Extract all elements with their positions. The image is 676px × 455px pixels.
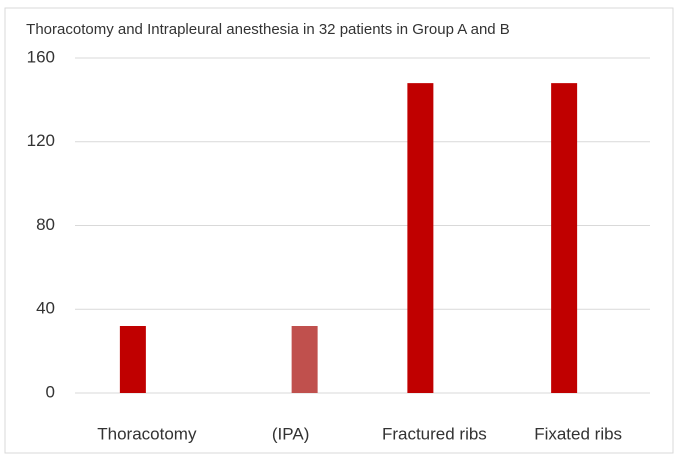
x-tick-label: Fixated ribs xyxy=(534,424,622,443)
bar xyxy=(407,83,434,393)
y-tick-label: 0 xyxy=(46,382,55,401)
x-tick-label: (IPA) xyxy=(272,424,309,443)
y-tick-label: 160 xyxy=(27,47,55,66)
bar xyxy=(291,326,318,393)
y-tick-label: 40 xyxy=(36,299,55,318)
x-tick-label: Thoracotomy xyxy=(97,424,197,443)
bar xyxy=(119,326,146,393)
chart-title: Thoracotomy and Intrapleural anesthesia … xyxy=(26,21,510,38)
x-tick-label: Fractured ribs xyxy=(382,424,487,443)
y-tick-label: 80 xyxy=(36,215,55,234)
y-tick-label: 120 xyxy=(27,131,55,150)
chart-border xyxy=(4,7,674,454)
bar xyxy=(551,83,578,393)
